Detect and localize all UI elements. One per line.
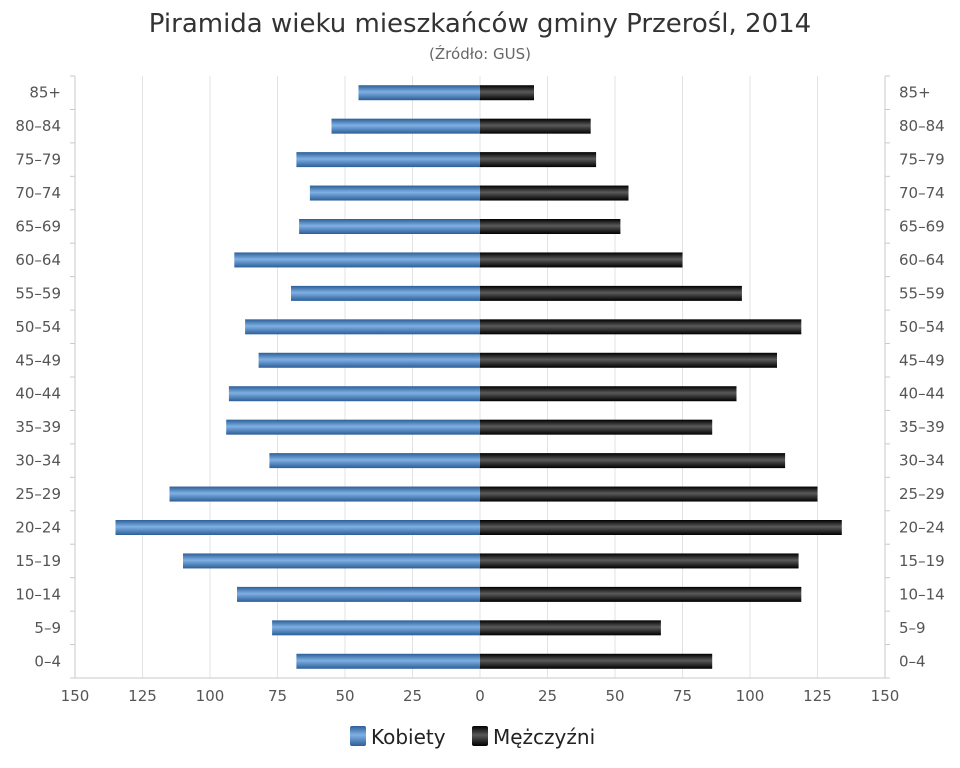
category-label-right: 80–84 [899, 117, 945, 135]
bar-mezczyzni [480, 285, 742, 301]
bar-kobiety [358, 85, 480, 101]
category-label-right: 85+ [899, 84, 931, 102]
bar-mezczyzni [480, 419, 713, 435]
category-label-left: 45–49 [15, 351, 61, 369]
x-tick-label: 75 [673, 687, 692, 705]
x-tick-label: 125 [803, 687, 832, 705]
category-label-right: 65–69 [899, 218, 945, 236]
bar-mezczyzni [480, 352, 777, 368]
x-tick-label: 75 [268, 687, 287, 705]
x-tick-label: 50 [335, 687, 354, 705]
grid-layer [142, 76, 818, 678]
legend-swatch-mezczyzni [472, 726, 488, 746]
category-label-left: 35–39 [15, 418, 61, 436]
bar-kobiety [183, 553, 480, 569]
bar-mezczyzni [480, 118, 591, 134]
category-label-right: 50–54 [899, 318, 945, 336]
bar-kobiety [169, 486, 480, 502]
category-label-right: 60–64 [899, 251, 945, 269]
bar-mezczyzni [480, 85, 534, 101]
category-label-right: 45–49 [899, 351, 945, 369]
category-label-right: 0–4 [899, 652, 926, 670]
bar-kobiety [331, 118, 480, 134]
category-label-right: 5–9 [899, 619, 926, 637]
bar-kobiety [309, 185, 480, 201]
axis-layer: 150 125 100 75 50 25 0 25 50 75 100 125 150 85+ 85+ 80–… [15, 75, 945, 705]
category-label-right: 15–19 [899, 552, 945, 570]
category-label-left: 15–19 [15, 552, 61, 570]
category-label-right: 70–74 [899, 184, 945, 202]
x-tick-label: 25 [538, 687, 557, 705]
bar-kobiety [272, 620, 480, 636]
bar-mezczyzni [480, 586, 802, 602]
bar-mezczyzni [480, 653, 713, 669]
bar-mezczyzni [480, 386, 737, 402]
category-label-right: 75–79 [899, 151, 945, 169]
category-label-left: 10–14 [15, 585, 61, 603]
bar-kobiety [226, 419, 480, 435]
legend-label-kobiety: Kobiety [371, 725, 446, 749]
category-label-left: 55–59 [15, 284, 61, 302]
bar-mezczyzni [480, 219, 621, 234]
category-label-right: 35–39 [899, 418, 945, 436]
legend: Kobiety Mężczyźni [350, 725, 595, 749]
bars-layer [115, 85, 842, 669]
x-tick-label: 50 [605, 687, 624, 705]
bar-kobiety [237, 586, 480, 602]
category-label-left: 75–79 [15, 151, 61, 169]
x-tick-label: 100 [736, 687, 765, 705]
chart-title: Piramida wieku mieszkańców gminy Przeroś… [149, 9, 811, 39]
bar-kobiety [115, 520, 480, 535]
bar-mezczyzni [480, 152, 597, 168]
category-label-right: 30–34 [899, 452, 945, 470]
x-tick-label: 100 [196, 687, 225, 705]
category-label-left: 25–29 [15, 485, 61, 503]
bar-kobiety [228, 386, 480, 402]
category-label-right: 40–44 [899, 385, 945, 403]
bar-mezczyzni [480, 453, 786, 469]
bar-kobiety [269, 453, 480, 469]
bar-kobiety [234, 252, 480, 268]
bar-mezczyzni [480, 486, 818, 502]
bar-kobiety [245, 319, 480, 335]
category-label-left: 20–24 [15, 519, 61, 537]
category-label-left: 0–4 [34, 652, 61, 670]
category-label-right: 20–24 [899, 519, 945, 537]
bar-mezczyzni [480, 553, 799, 569]
legend-label-mezczyzni: Mężczyźni [493, 725, 595, 749]
bar-mezczyzni [480, 319, 802, 335]
x-tick-label: 150 [61, 687, 90, 705]
chart-subtitle: (Źródło: GUS) [429, 44, 531, 63]
category-label-right: 25–29 [899, 485, 945, 503]
bar-mezczyzni [480, 252, 683, 268]
category-label-left: 40–44 [15, 385, 61, 403]
category-label-left: 80–84 [15, 117, 61, 135]
bar-mezczyzni [480, 520, 842, 535]
legend-swatch-kobiety [350, 726, 366, 746]
x-tick-label: 150 [871, 687, 900, 705]
bar-kobiety [299, 219, 480, 234]
bar-mezczyzni [480, 620, 661, 636]
x-tick-label: 25 [403, 687, 422, 705]
bar-kobiety [296, 152, 480, 168]
category-label-left: 30–34 [15, 452, 61, 470]
category-label-left: 50–54 [15, 318, 61, 336]
category-label-right: 10–14 [899, 585, 945, 603]
bar-kobiety [258, 352, 480, 368]
bar-mezczyzni [480, 185, 629, 201]
category-label-left: 5–9 [34, 619, 61, 637]
x-tick-label: 0 [475, 687, 485, 705]
bar-kobiety [296, 653, 480, 669]
bar-kobiety [291, 285, 480, 301]
category-label-left: 85+ [29, 84, 61, 102]
category-label-right: 55–59 [899, 284, 945, 302]
x-tick-label: 125 [128, 687, 157, 705]
category-label-left: 65–69 [15, 218, 61, 236]
category-label-left: 60–64 [15, 251, 61, 269]
category-label-left: 70–74 [15, 184, 61, 202]
